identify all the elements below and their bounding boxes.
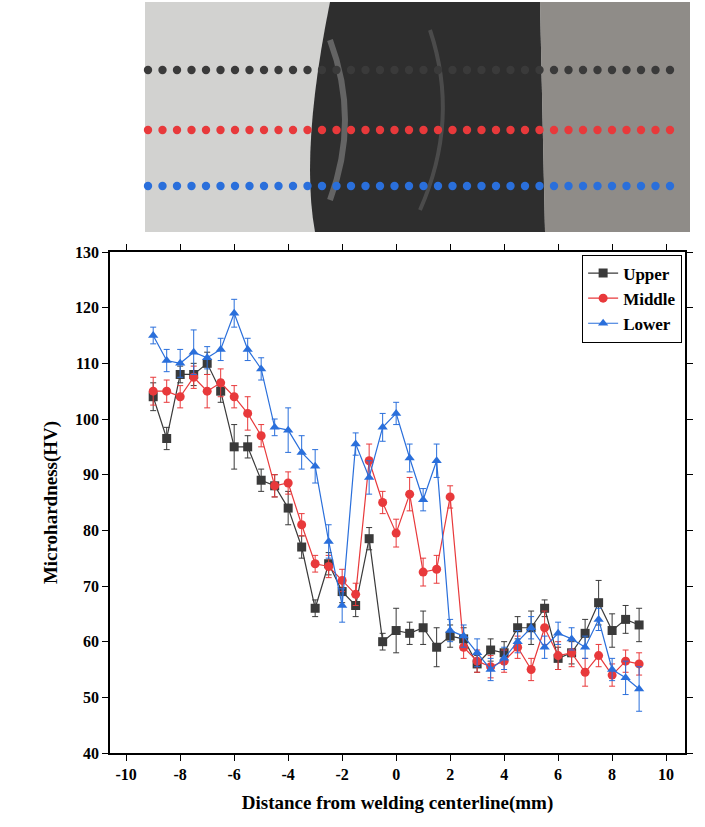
svg-text:6: 6 <box>554 766 562 783</box>
svg-text:70: 70 <box>83 578 99 595</box>
svg-text:90: 90 <box>83 466 99 483</box>
svg-text:0: 0 <box>392 766 400 783</box>
svg-text:Middle: Middle <box>623 290 675 309</box>
svg-text:-6: -6 <box>228 766 241 783</box>
svg-text:2: 2 <box>446 766 454 783</box>
svg-text:80: 80 <box>83 522 99 539</box>
svg-text:8: 8 <box>608 766 616 783</box>
svg-text:40: 40 <box>83 745 99 762</box>
svg-text:-8: -8 <box>174 766 187 783</box>
svg-text:-4: -4 <box>282 766 295 783</box>
svg-text:4: 4 <box>500 766 508 783</box>
svg-text:120: 120 <box>75 299 99 316</box>
svg-text:Lower: Lower <box>623 315 671 334</box>
svg-text:-10: -10 <box>116 766 137 783</box>
svg-text:100: 100 <box>75 411 99 428</box>
svg-text:60: 60 <box>83 633 99 650</box>
svg-text:Upper: Upper <box>623 265 670 284</box>
svg-text:Distance from welding centerli: Distance from welding centerline(mm) <box>242 792 554 814</box>
svg-text:-2: -2 <box>335 766 348 783</box>
svg-text:Microhardness(HV): Microhardness(HV) <box>40 421 62 584</box>
svg-text:50: 50 <box>83 689 99 706</box>
svg-text:10: 10 <box>658 766 674 783</box>
svg-text:110: 110 <box>76 355 99 372</box>
svg-text:130: 130 <box>75 244 99 261</box>
